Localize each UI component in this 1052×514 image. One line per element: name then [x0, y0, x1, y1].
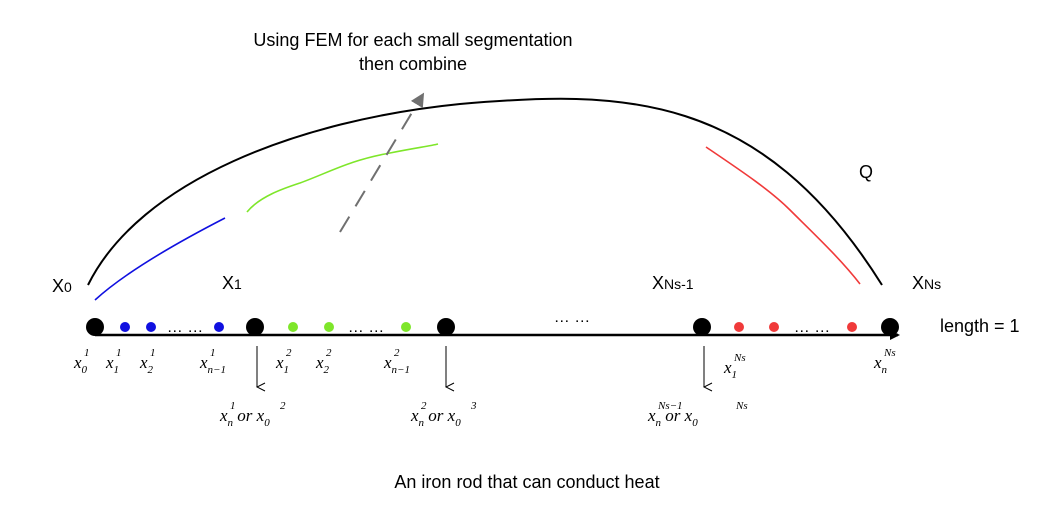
svg-text:1: 1 [150, 347, 156, 359]
svg-text:xn−1: xn−1 [383, 353, 410, 376]
annotation-line-1: Using FEM for each small segmentation [253, 30, 572, 50]
length-label: length = 1 [940, 316, 1020, 336]
svg-text:x1: x1 [723, 358, 737, 381]
node-green-1 [288, 322, 298, 332]
node-red-1 [734, 322, 744, 332]
node-xns [881, 318, 899, 336]
ellipsis-seg1: … … [167, 319, 203, 336]
svg-text:2: 2 [394, 347, 400, 359]
svg-text:xn or x0: xn or x0 [219, 406, 270, 429]
svg-text:x1: x1 [275, 353, 289, 376]
node-x0 [86, 318, 104, 336]
svg-text:1: 1 [230, 400, 236, 412]
node-green-2 [324, 322, 334, 332]
node-label-3: xn−11 [199, 347, 226, 376]
ellipsis-segns: … … [794, 319, 830, 336]
caption: An iron rod that can conduct heat [394, 472, 659, 492]
svg-text:x2: x2 [315, 353, 330, 376]
annotation-line-2: then combine [359, 54, 467, 74]
node-label-2: x21 [139, 347, 156, 376]
svg-text:x0: x0 [73, 353, 88, 376]
joint-label-1: xn or x0 1 2 [219, 400, 286, 429]
node-blue-2 [146, 322, 156, 332]
svg-text:1: 1 [116, 347, 122, 359]
ellipsis-seg2: … … [348, 319, 384, 336]
svg-text:xn or x0: xn or x0 [410, 406, 461, 429]
dashed-arrow [339, 92, 425, 233]
node-label-4: x12 [275, 347, 292, 376]
segment-2-curve [246, 143, 439, 213]
svg-text:Ns: Ns [883, 347, 896, 359]
node-label-0: x01 [73, 347, 90, 376]
node-x1 [246, 318, 264, 336]
joint-label-2: xn or x0 2 3 [410, 400, 477, 429]
label-x1: X1 [222, 273, 242, 293]
node-blue-3 [214, 322, 224, 332]
label-xns: XNs [912, 273, 941, 293]
svg-text:Ns: Ns [733, 352, 746, 364]
svg-text:xn: xn [873, 353, 888, 376]
svg-text:Ns−1: Ns−1 [657, 400, 683, 412]
svg-text:2: 2 [326, 347, 332, 359]
node-label-6: xn−12 [383, 347, 410, 376]
joint-label-3: xn or x0 Ns−1 Ns [647, 400, 748, 429]
node-xns-1 [693, 318, 711, 336]
svg-text:2: 2 [421, 400, 427, 412]
svg-text:2: 2 [286, 347, 292, 359]
svg-text:3: 3 [470, 400, 477, 412]
q-label: Q [859, 162, 873, 182]
svg-text:xn−1: xn−1 [199, 353, 226, 376]
svg-text:1: 1 [84, 347, 90, 359]
svg-text:Ns: Ns [735, 400, 748, 412]
label-x0: X0 [52, 276, 72, 296]
svg-text:xn or x0: xn or x0 [647, 406, 698, 429]
node-red-2 [769, 322, 779, 332]
node-red-3 [847, 322, 857, 332]
node-blue-1 [120, 322, 130, 332]
q-curve [87, 97, 883, 286]
node-label-1: x11 [105, 347, 122, 376]
svg-text:1: 1 [210, 347, 216, 359]
svg-text:x2: x2 [139, 353, 154, 376]
label-xns-1: XNs-1 [652, 273, 694, 293]
ellipsis-middle: … … [554, 309, 590, 326]
svg-text:x1: x1 [105, 353, 119, 376]
segment-ns-curve [705, 146, 861, 285]
node-green-3 [401, 322, 411, 332]
node-x2 [437, 318, 455, 336]
node-label-5: x22 [315, 347, 332, 376]
svg-text:2: 2 [280, 400, 286, 412]
segment-1-curve [94, 217, 226, 301]
